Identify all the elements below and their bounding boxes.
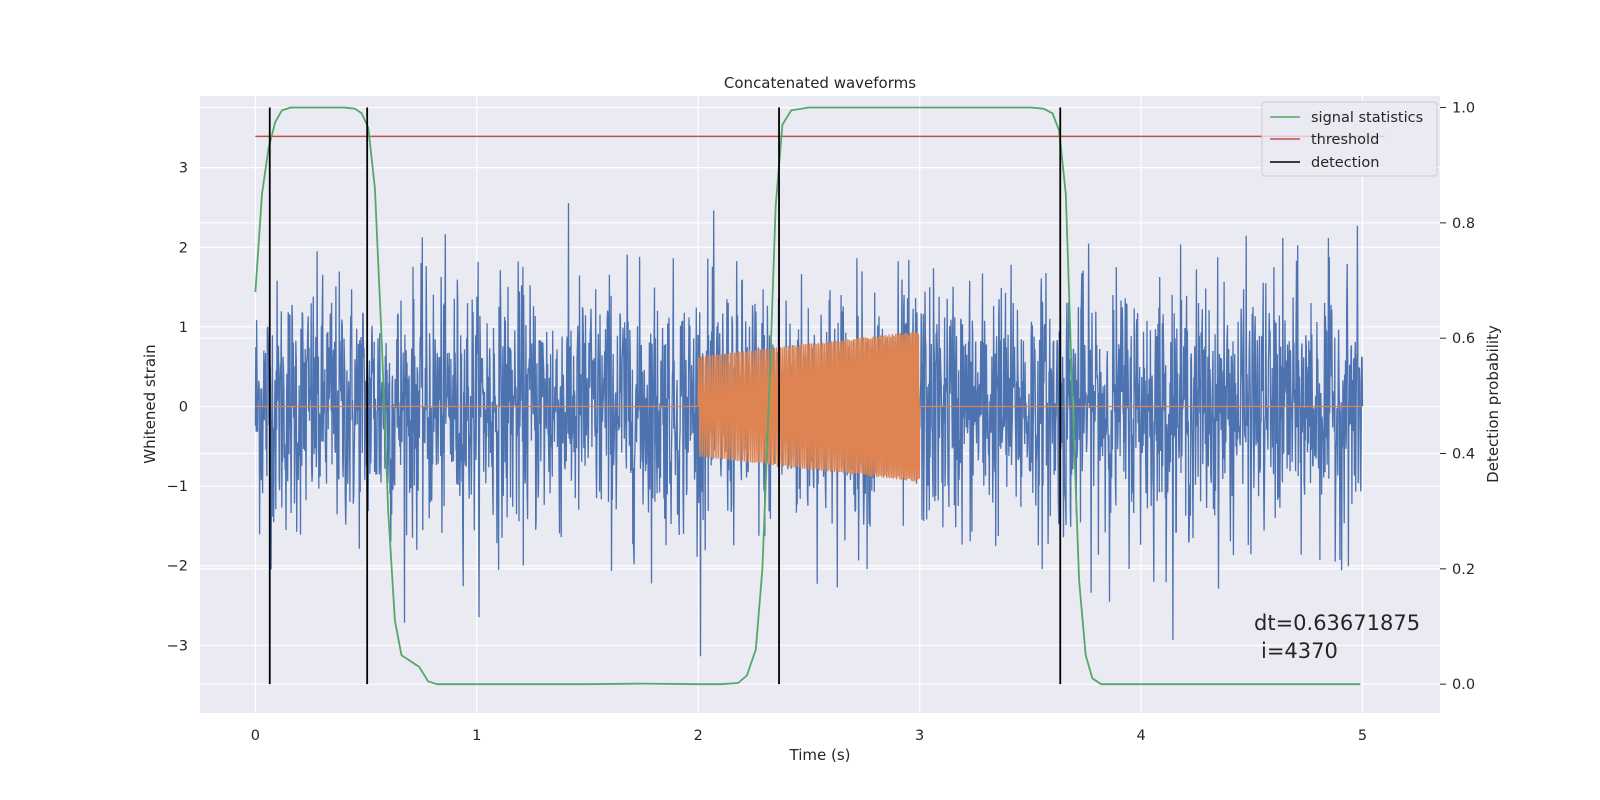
y-axis-label: Whitened strain — [141, 344, 159, 463]
y-tick-label-right: 0.2 — [1452, 562, 1475, 578]
legend-label-signal-statistics: signal statistics — [1311, 110, 1423, 126]
x-tick-label: 2 — [694, 728, 703, 744]
x-tick-label: 5 — [1358, 728, 1367, 744]
x-axis-label: Time (s) — [789, 746, 851, 764]
x-tick-label: 4 — [1136, 728, 1145, 744]
annotation-dt: dt=0.63671875 — [1254, 611, 1420, 635]
y-axis-label-right: Detection probability — [1484, 325, 1502, 483]
y-tick-label-right: 0.4 — [1452, 447, 1475, 463]
legend-label-threshold: threshold — [1311, 132, 1379, 148]
x-tick-label: 1 — [472, 728, 481, 744]
legend: signal statistics threshold detection — [1261, 101, 1438, 177]
y-tick-label: −1 — [167, 479, 188, 495]
signal-statistics-line — [254, 106, 1361, 686]
plot-area — [254, 106, 1385, 686]
y-tick-label: −2 — [167, 559, 188, 575]
legend-box — [1261, 101, 1438, 177]
chart-title: Concatenated waveforms — [724, 74, 916, 92]
y-tick-label: −3 — [167, 638, 188, 654]
y-tick-label-right: 0.6 — [1452, 331, 1475, 347]
template-series-line — [255, 331, 1363, 482]
x-tick-label: 0 — [251, 728, 260, 744]
annotation-i: i=4370 — [1261, 639, 1338, 663]
legend-label-detection: detection — [1311, 155, 1379, 171]
ticks: 0 1 2 3 4 5 −3 −2 −1 0 1 2 3 0.0 0.2 0.4 0.6 0.8 1.0 — [167, 101, 1475, 744]
y-tick-label-right: 1.0 — [1452, 101, 1475, 117]
y-tick-label-right: 0.0 — [1452, 677, 1475, 693]
y-tick-label: 0 — [179, 399, 188, 415]
y-tick-label-right: 0.8 — [1452, 216, 1475, 232]
y-tick-label: 1 — [179, 320, 188, 336]
y-tick-label: 2 — [179, 240, 188, 256]
y-tick-label: 3 — [179, 161, 188, 177]
x-tick-label: 3 — [915, 728, 924, 744]
